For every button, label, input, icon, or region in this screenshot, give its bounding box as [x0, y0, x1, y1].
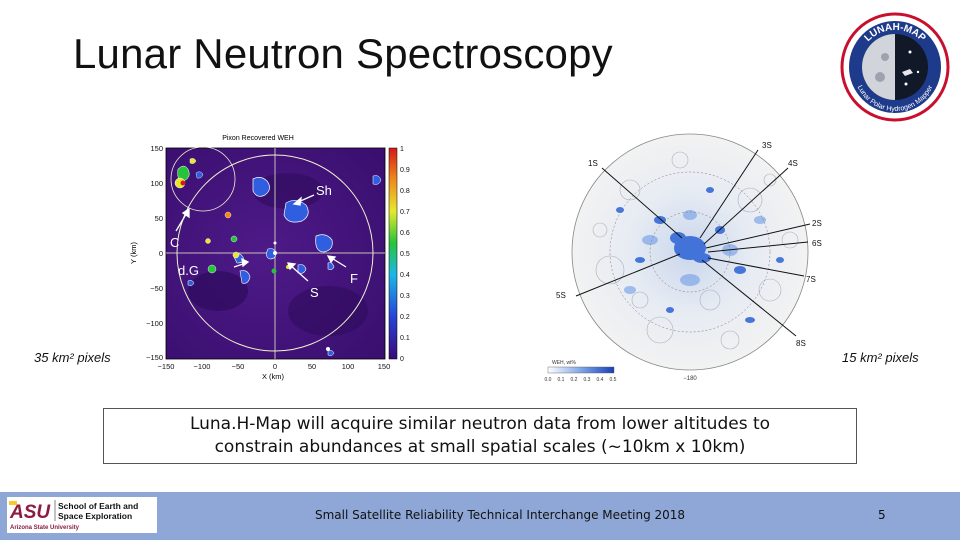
- scale-tick: 0.2: [571, 377, 578, 383]
- caption-left: 35 km² pixels: [34, 350, 111, 365]
- scale-title: WEH, wt%: [552, 360, 576, 366]
- scale-tick: 0.4: [597, 377, 604, 383]
- cbar-tick: 0.5: [400, 251, 410, 258]
- label-4s: 4S: [788, 159, 798, 168]
- cbar-tick: 0.7: [400, 209, 410, 216]
- x-tick: −100: [194, 362, 211, 371]
- asu-line1: School of Earth and: [58, 501, 138, 511]
- cbar-tick: 0.6: [400, 230, 410, 237]
- y-tick: 0: [159, 249, 163, 258]
- label-sh: Sh: [316, 183, 332, 198]
- fig-left-title: Pixon Recovered WEH: [222, 135, 294, 142]
- asu-mark: ASU: [9, 502, 51, 523]
- body-textbox: Luna.H-Map will acquire similar neutron …: [103, 408, 857, 464]
- body-line-1: Luna.H-Map will acquire similar neutron …: [189, 414, 771, 434]
- asu-logo: ASU School of Earth and Space Exploratio…: [7, 497, 157, 533]
- cbar-tick: 0.4: [400, 272, 410, 279]
- cbar-tick: 0.3: [400, 293, 410, 300]
- x-tick: 50: [308, 362, 316, 371]
- asu-line3: Arizona State University: [10, 525, 80, 531]
- label-c: C: [170, 235, 179, 250]
- asu-line2: Space Exploration: [58, 511, 132, 521]
- footer-bar: ASU School of Earth and Space Exploratio…: [0, 492, 960, 540]
- x-tick: 150: [378, 362, 391, 371]
- x-tick: −150: [158, 362, 175, 371]
- label-1s: 1S: [588, 159, 598, 168]
- y-tick: 100: [150, 179, 163, 188]
- label-6s: 6S: [812, 239, 822, 248]
- label-7s: 7S: [806, 275, 816, 284]
- label-f: F: [350, 271, 358, 286]
- scale-tick: 0.3: [584, 377, 591, 383]
- y-axis-label: Y (km): [129, 242, 138, 264]
- x-axis-label: X (km): [262, 372, 285, 381]
- cbar-tick: 0.2: [400, 314, 410, 321]
- label-8s: 8S: [796, 339, 806, 348]
- deg-label: −180: [683, 376, 697, 382]
- y-tick: −50: [150, 284, 163, 293]
- x-tick: 100: [342, 362, 355, 371]
- scale-tick: 0.5: [610, 377, 617, 383]
- y-tick: −150: [146, 353, 163, 362]
- y-tick: 150: [150, 144, 163, 153]
- colorbar: [388, 147, 398, 360]
- polar-weh-map: 1S 3S 4S 2S 6S 7S 5S 8S −180 WEH, wt% 0.…: [545, 133, 822, 383]
- y-tick: −100: [146, 319, 163, 328]
- x-tick: 0: [273, 362, 277, 371]
- x-tick: −50: [232, 362, 245, 371]
- scale-tick: 0.0: [545, 377, 552, 383]
- cbar-tick: 1: [400, 146, 404, 153]
- scale-tick: 0.1: [558, 377, 565, 383]
- label-3s: 3S: [762, 141, 772, 150]
- caption-right: 15 km² pixels: [842, 350, 919, 365]
- label-s: S: [310, 285, 319, 300]
- slide-title: Lunar Neutron Spectroscopy: [73, 30, 613, 77]
- lunahmap-logo: LUNAH-MAP Lunar Polar Hydrogen Mapper: [840, 12, 950, 122]
- cbar-tick: 0.8: [400, 188, 410, 195]
- page-number: 5: [878, 508, 886, 522]
- label-5s: 5S: [556, 291, 566, 300]
- body-line-2: constrain abundances at small spatial sc…: [214, 437, 746, 457]
- weh-scale-bar: [547, 366, 615, 374]
- y-tick: 50: [155, 214, 163, 223]
- cbar-tick: 0.9: [400, 167, 410, 174]
- label-dg: d.G: [178, 263, 199, 278]
- pixon-weh-map: Pixon Recovered WEH Sh C: [129, 135, 410, 381]
- cbar-tick: 0: [400, 356, 404, 363]
- cbar-tick: 0.1: [400, 335, 410, 342]
- footer-meeting-text: Small Satellite Reliability Technical In…: [314, 508, 686, 522]
- label-2s: 2S: [812, 219, 822, 228]
